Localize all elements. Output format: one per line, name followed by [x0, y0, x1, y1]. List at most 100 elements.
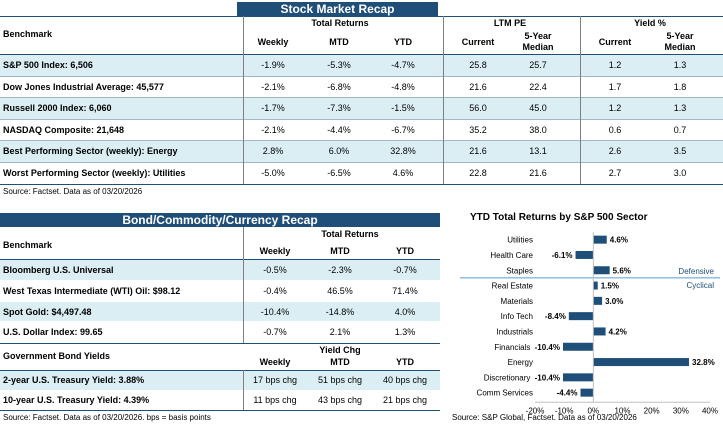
stock-row-value: -1.9% — [261, 60, 285, 70]
chart-bar — [563, 373, 594, 382]
bond-row-value: 46.5% — [327, 285, 353, 296]
chart-x-tick-label: 40% — [702, 406, 718, 415]
gov-col-mtd: MTD — [330, 357, 350, 367]
bond-row-value: -0.4% — [263, 285, 287, 296]
stock-row-name: Worst Performing Sector (weekly): Utilit… — [3, 167, 186, 178]
chart-bar — [580, 388, 594, 397]
stock-header-rule — [0, 54, 723, 55]
stock-col-weekly: Weekly — [257, 37, 289, 47]
stock-row-value: -5.3% — [327, 60, 351, 70]
stock-row-value: -1.5% — [391, 103, 415, 113]
gov-row-shade — [0, 371, 440, 390]
chart-title: YTD Total Returns by S&P 500 Sector — [470, 212, 648, 223]
divider — [0, 75, 723, 77]
stock-row-value: 38.0 — [529, 124, 547, 135]
stock-row-value: 22.4 — [529, 81, 547, 92]
bond-col-weekly: Weekly — [259, 246, 291, 256]
stock-row-value: 2.8% — [262, 146, 284, 156]
chart-value-label: 5.6% — [613, 266, 631, 275]
chart-bar — [593, 266, 610, 275]
sector-returns-chart: Utilities 4.6% Health Care -6.1% Staples 5.6%… — [460, 232, 720, 415]
chart-category-label: Real Estate — [492, 282, 534, 291]
stock-row-value: 1.8 — [673, 81, 687, 92]
chart-value-label: 1.5% — [601, 282, 619, 291]
gov-rule — [0, 370, 440, 371]
bond-col-mtd: MTD — [330, 246, 350, 256]
stock-row-shade — [0, 141, 723, 162]
stock-row-value: -6.5% — [327, 167, 351, 178]
chart-category-label: Discretionary — [484, 373, 531, 382]
stock-row-value: 1.2 — [608, 60, 622, 70]
gov-row-value: 11 bps chg — [253, 394, 297, 405]
chart-bar — [593, 235, 607, 244]
bond-row-value: -14.8% — [325, 306, 355, 317]
stock-row-name: Russell 2000 Index: 6,060 — [3, 103, 112, 113]
chart-value-label: -10.4% — [535, 373, 560, 382]
gov-header-rule — [0, 343, 440, 344]
chart-bar — [593, 281, 598, 290]
stock-row-shade — [0, 55, 723, 76]
chart-value-label: 32.8% — [692, 358, 715, 367]
stock-row-value: 0.6 — [608, 124, 622, 135]
chart-x-tick-label: 30% — [673, 406, 689, 415]
gov-col-weekly: Weekly — [259, 357, 291, 367]
chart-category-label: Industrials — [497, 327, 533, 336]
stock-row-value: 4.6% — [392, 167, 414, 178]
chart-source: Source: S&P Global, Factset. Data as of … — [452, 413, 637, 422]
chart-bar — [568, 312, 594, 321]
gov-row-value: 43 bps chg — [317, 394, 363, 405]
stock-row-value: 35.2 — [469, 124, 487, 135]
stock-row-value: 1.3 — [673, 103, 687, 113]
chart-category-label: Health Care — [490, 251, 533, 260]
chart-category-label: Comm Services — [477, 389, 533, 398]
stock-row-value: 3.0 — [673, 167, 687, 178]
stock-row-value: 2.7 — [608, 167, 622, 178]
chart-value-label: -6.1% — [552, 251, 573, 260]
bond-row-name: Bloomberg U.S. Universal — [3, 265, 114, 275]
gov-col-ytd: YTD — [396, 357, 414, 367]
bond-row-value: -0.7% — [393, 265, 417, 275]
chart-value-label: -10.4% — [535, 343, 560, 352]
bond-row-shade — [0, 301, 440, 322]
bond-row-shade — [0, 260, 440, 280]
divider — [443, 16, 444, 184]
divider — [243, 16, 244, 184]
stock-bottom-rule — [0, 184, 723, 185]
chart-category-label: Financials — [494, 343, 530, 352]
divider — [0, 118, 723, 120]
bond-bottom-rule — [0, 410, 440, 411]
chart-bar — [593, 296, 603, 305]
stock-col-yield-median: 5-Year Median — [664, 31, 696, 52]
bond-group-total-returns: Total Returns — [321, 229, 379, 239]
stock-row-value: 1.2 — [608, 103, 622, 113]
gov-row-value: 40 bps chg — [382, 375, 428, 385]
stock-row-value: 21.6 — [469, 81, 487, 92]
chart-category-label: Staples — [506, 266, 533, 275]
chart-cyclical-label: Cyclical — [686, 281, 714, 290]
gov-yield-group: Yield Chg — [319, 345, 361, 355]
stock-group-ltm-pe: LTM PE — [493, 18, 527, 28]
stock-col-mtd: MTD — [329, 37, 349, 47]
chart-category-label: Utilities — [507, 236, 533, 245]
stock-row-value: 25.7 — [529, 60, 547, 70]
stock-row-value: 2.6 — [608, 146, 622, 156]
gov-row-value: 21 bps chg — [382, 394, 428, 405]
stock-row-value: 1.3 — [673, 60, 687, 70]
gov-row-value: 17 bps chg — [252, 375, 298, 385]
bond-row-name: West Texas Intermediate (WTI) Oil: $98.1… — [3, 285, 181, 296]
stock-row-value: -6.7% — [391, 124, 415, 135]
stock-row-value: 22.8 — [469, 167, 487, 178]
bond-row-value: 1.3% — [394, 327, 416, 338]
stock-recap-title: Stock Market Recap — [237, 2, 438, 16]
chart-x-tick-label: 10% — [614, 406, 630, 415]
stock-row-shade — [0, 98, 723, 119]
gov-row-name: 2-year U.S. Treasury Yield: 3.88% — [3, 375, 145, 385]
stock-row-value: -4.4% — [327, 124, 351, 135]
bond-source: Source: Factset. Data as of 03/20/2026. … — [3, 413, 211, 422]
chart-value-label: -4.4% — [557, 389, 578, 398]
stock-row-value: 21.6 — [469, 146, 487, 156]
stock-row-value: 21.6 — [529, 167, 547, 178]
stock-row-value: 1.7 — [608, 81, 622, 92]
stock-row-value: -7.3% — [327, 103, 351, 113]
stock-row-value: -2.1% — [261, 81, 285, 92]
